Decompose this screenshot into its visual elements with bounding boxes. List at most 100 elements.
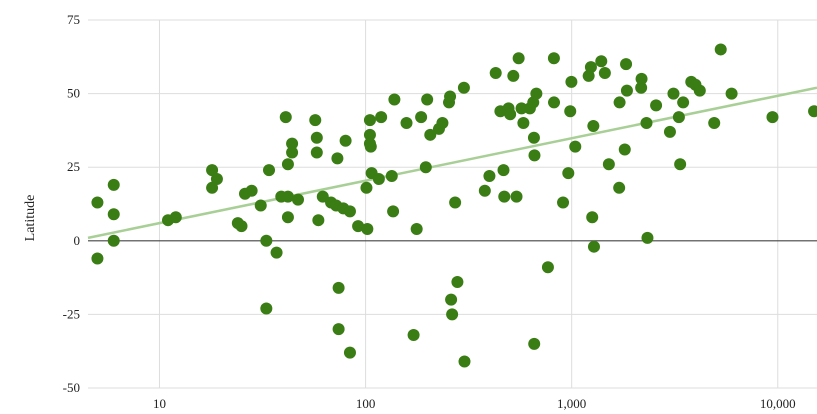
- data-point[interactable]: [569, 140, 582, 153]
- data-point[interactable]: [504, 108, 517, 121]
- data-point[interactable]: [489, 66, 502, 79]
- data-point[interactable]: [332, 281, 345, 294]
- data-point[interactable]: [547, 52, 560, 65]
- data-point[interactable]: [635, 72, 648, 85]
- data-point[interactable]: [527, 131, 540, 144]
- data-point[interactable]: [602, 158, 615, 171]
- data-point[interactable]: [91, 196, 104, 209]
- data-point[interactable]: [595, 55, 608, 68]
- data-point[interactable]: [498, 190, 511, 203]
- data-point[interactable]: [339, 134, 352, 147]
- data-point[interactable]: [641, 231, 654, 244]
- data-point[interactable]: [598, 66, 611, 79]
- data-point[interactable]: [528, 149, 541, 162]
- data-point[interactable]: [281, 158, 294, 171]
- data-point[interactable]: [235, 220, 248, 233]
- data-point[interactable]: [169, 211, 182, 224]
- data-point[interactable]: [478, 184, 491, 197]
- data-point[interactable]: [363, 128, 376, 141]
- data-point[interactable]: [206, 164, 219, 177]
- data-point[interactable]: [620, 84, 633, 97]
- data-point[interactable]: [449, 196, 462, 209]
- data-point[interactable]: [279, 111, 292, 124]
- data-point[interactable]: [667, 87, 680, 100]
- data-point[interactable]: [640, 117, 653, 130]
- data-point[interactable]: [458, 355, 471, 368]
- data-point[interactable]: [586, 211, 599, 224]
- data-point[interactable]: [245, 184, 258, 197]
- data-point[interactable]: [446, 308, 459, 321]
- data-point[interactable]: [541, 261, 554, 274]
- data-point[interactable]: [407, 329, 420, 342]
- data-point[interactable]: [387, 205, 400, 218]
- data-point[interactable]: [587, 119, 600, 132]
- data-point[interactable]: [352, 220, 365, 233]
- data-point[interactable]: [91, 252, 104, 265]
- data-point[interactable]: [565, 75, 578, 88]
- data-point[interactable]: [714, 43, 727, 56]
- data-point[interactable]: [613, 96, 626, 109]
- data-point[interactable]: [672, 111, 685, 124]
- data-point[interactable]: [424, 128, 437, 141]
- data-point[interactable]: [372, 172, 385, 185]
- data-point[interactable]: [528, 337, 541, 350]
- data-point[interactable]: [650, 99, 663, 112]
- data-point[interactable]: [107, 234, 120, 247]
- data-point[interactable]: [375, 111, 388, 124]
- data-point[interactable]: [310, 131, 323, 144]
- data-point[interactable]: [309, 114, 322, 127]
- data-point[interactable]: [507, 69, 520, 82]
- data-point[interactable]: [635, 81, 648, 94]
- data-point[interactable]: [385, 170, 398, 183]
- data-point[interactable]: [312, 214, 325, 227]
- data-point[interactable]: [618, 143, 631, 156]
- data-point[interactable]: [210, 172, 223, 185]
- data-point[interactable]: [332, 323, 345, 336]
- data-point[interactable]: [674, 158, 687, 171]
- data-point[interactable]: [400, 117, 413, 130]
- data-point[interactable]: [517, 117, 530, 130]
- data-point[interactable]: [316, 190, 329, 203]
- data-point[interactable]: [444, 90, 457, 103]
- data-point[interactable]: [263, 164, 276, 177]
- data-point[interactable]: [708, 117, 721, 130]
- data-point[interactable]: [291, 193, 304, 206]
- data-point[interactable]: [663, 125, 676, 138]
- data-point[interactable]: [584, 61, 597, 74]
- data-point[interactable]: [415, 111, 428, 124]
- data-point[interactable]: [421, 93, 434, 106]
- data-point[interactable]: [766, 111, 779, 124]
- data-point[interactable]: [270, 246, 283, 259]
- data-point[interactable]: [343, 205, 356, 218]
- data-point[interactable]: [512, 52, 525, 65]
- data-point[interactable]: [388, 93, 401, 106]
- data-point[interactable]: [510, 190, 523, 203]
- data-point[interactable]: [620, 58, 633, 71]
- data-point[interactable]: [677, 96, 690, 109]
- data-point[interactable]: [281, 211, 294, 224]
- data-point[interactable]: [107, 178, 120, 191]
- data-point[interactable]: [693, 84, 706, 97]
- data-point[interactable]: [343, 346, 356, 359]
- data-point[interactable]: [515, 102, 528, 115]
- data-point[interactable]: [562, 167, 575, 180]
- data-point[interactable]: [260, 234, 273, 247]
- data-point[interactable]: [281, 190, 294, 203]
- data-point[interactable]: [419, 161, 432, 174]
- data-point[interactable]: [725, 87, 738, 100]
- data-point[interactable]: [497, 164, 510, 177]
- data-point[interactable]: [548, 96, 561, 109]
- data-point[interactable]: [557, 196, 570, 209]
- data-point[interactable]: [286, 146, 299, 159]
- data-point[interactable]: [364, 140, 377, 153]
- data-point[interactable]: [107, 208, 120, 221]
- data-point[interactable]: [457, 81, 470, 94]
- data-point[interactable]: [808, 105, 817, 118]
- data-point[interactable]: [206, 181, 219, 194]
- data-point[interactable]: [331, 152, 344, 165]
- data-point[interactable]: [613, 181, 626, 194]
- data-point[interactable]: [360, 181, 373, 194]
- data-point[interactable]: [254, 199, 267, 212]
- data-point[interactable]: [363, 114, 376, 127]
- data-point[interactable]: [451, 276, 464, 289]
